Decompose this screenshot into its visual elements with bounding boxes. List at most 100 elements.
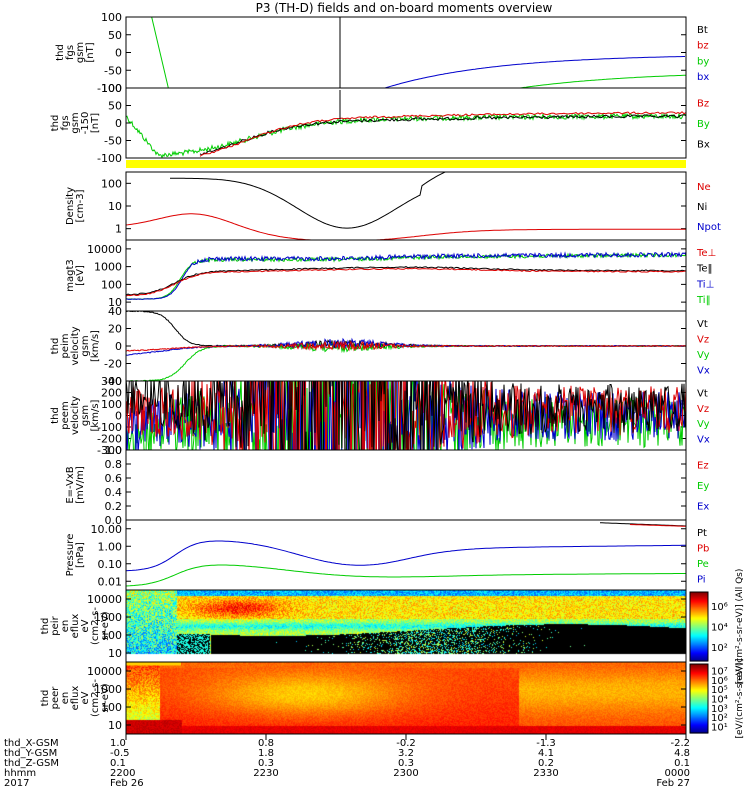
y-tick-label: -50 [104,64,122,77]
colorbar-segment [690,633,708,636]
colorbar-segment [690,730,708,733]
y-tick-label: 0.6 [105,472,123,485]
pressure-traces [126,522,686,587]
colorbar-segment [690,704,708,706]
legend-entry: Ni [697,202,707,213]
legend-entry: Bx [697,140,710,151]
fgs-clip-traces [126,90,686,158]
y-axis-label: velocity [70,326,81,365]
y-axis-label: eV [80,619,91,632]
y-tick-label: 1.0 [105,444,123,457]
colorbar-tick-label: 10⁵ [711,685,728,696]
panel-fgs_clip-ylabel: thd fgs gsm -150 [nT] [50,112,101,135]
y-axis-label: [km/s] [90,330,101,362]
x-tick-value: 2300 [393,768,418,779]
colorbar-segment [690,691,708,694]
series-Vt [126,381,686,450]
colorbar-segment [690,667,708,670]
legend-entry: Vt [697,319,708,330]
colorbar-segment [690,727,708,729]
colorbar-segment [690,651,708,654]
y-tick-label: -40 [104,375,122,388]
y-axis-label: gsm [75,42,86,63]
colorbar-segment [690,617,708,620]
colorbar-label: [eV/(cm²-s-sr-eV)] (All Qs) [735,569,745,685]
colorbar-segment [690,690,708,693]
colorbar-segment [690,687,708,689]
colorbar-segment [690,655,708,657]
y-axis-label: [mV/m] [75,466,86,504]
legend-entry: Vx [697,434,710,445]
series-Vt [126,311,686,350]
panel-fgs-ylabel: thd fgs gsm [nT] [55,42,96,63]
colorbar-segment [690,674,708,677]
y-axis-label: sr-eV) [100,683,111,712]
colorbar-segment [690,664,708,666]
y-tick-label: 100 [101,177,122,190]
series-Pb [629,524,686,527]
y-axis-label: (cm2-s- [90,607,101,645]
colorbar-segment [690,613,708,616]
y-tick-label: 50 [108,29,122,42]
colorbar-segment [690,715,708,718]
legend-entry: Pb [697,543,709,554]
y-tick-label: 1000 [94,611,122,624]
series-by-spike [151,17,169,88]
x-tick-value: Feb 26 [110,778,144,789]
y-tick-label: 0.4 [105,486,123,499]
y-axis-label: eflux [70,686,81,711]
y-axis-label: fgs [65,45,76,60]
colorbar-segment [690,640,708,643]
colorbar-segment [690,666,708,669]
x-tick-value: 3.2 [398,748,414,759]
y-tick-label: 1 [115,223,122,236]
y-axis-label: [nT] [85,42,96,62]
colorbar-tick-label: 10³ [711,704,728,715]
y-axis-label: [nPa] [75,542,86,568]
y-tick-label: 0.10 [98,558,123,571]
colorbar-segment [690,592,708,594]
y-tick-label: 200 [101,387,122,400]
colorbar-segment [690,647,708,649]
colorbar-segment [690,636,708,639]
colorbar-segment [690,665,708,667]
colorbar-segment [690,654,708,656]
colorbar-segment [690,708,708,711]
y-tick-label: 1000 [94,261,122,274]
panel-frame [125,16,687,89]
colorbar-tick-label: 10⁴ [711,695,728,706]
colorbar-segment [690,713,708,716]
y-tick-label: 0 [115,410,122,423]
colorbar-tick-label: 10¹ [711,722,728,733]
y-axis-label: eflux [70,614,81,639]
colorbar-segment [690,642,708,645]
colorbar-segment [690,618,708,621]
series-by [519,74,686,88]
y-axis-label: [nT] [90,113,101,133]
y-tick-label: 10000 [87,593,122,606]
y-axis-label: magt3 [65,259,76,292]
colorbar-segment [690,726,708,728]
x-row-label: thd_Y-GSM [4,748,57,759]
y-axis-label: Pressure [65,534,76,577]
y-tick-label: 0.8 [105,458,123,471]
colorbar-segment [690,724,708,727]
colorbar-segment [690,710,708,712]
colorbar-tick-label: 10² [711,713,728,724]
y-axis-label: [cm-3] [75,189,86,222]
colorbar-segment [690,669,708,672]
panel-efield-ticks: 1.00.80.60.40.20.0 [105,444,686,527]
colorbar-segment [690,721,708,724]
x-tick-value: -1.3 [536,738,556,749]
colorbar-segment [690,646,708,648]
panel-peir: 10000 1000 100 10 thd peir en eflux eV (cm2-s-sr-… [40,593,686,660]
x-tick-value: 0000 [665,768,690,779]
y-tick-label: -50 [104,135,122,148]
x-row-label: hhmm [4,768,36,779]
x-tick-value: 0.1 [110,758,126,769]
y-axis-label: thd [55,44,66,61]
legend-entry: Ne [697,182,711,193]
y-tick-label: 100 [101,398,122,411]
y-axis-label: gsm [80,405,91,426]
colorbar-segment [690,644,708,647]
